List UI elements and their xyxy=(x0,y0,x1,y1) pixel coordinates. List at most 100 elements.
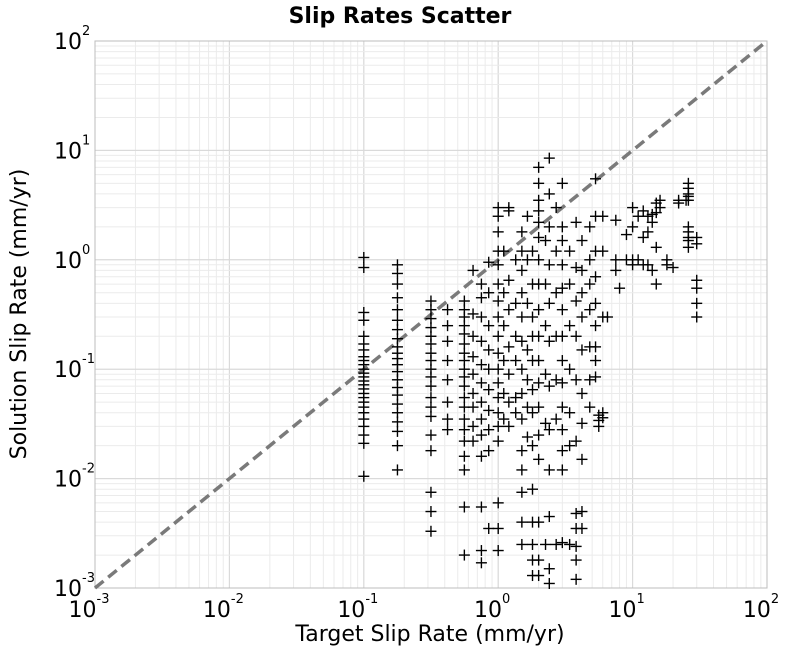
data-point xyxy=(533,453,545,465)
data-point xyxy=(590,320,602,332)
data-point xyxy=(650,278,662,290)
data-point xyxy=(467,308,479,320)
data-point xyxy=(590,297,602,309)
grid xyxy=(94,40,768,589)
data-point xyxy=(503,205,515,217)
data-point xyxy=(391,278,403,290)
data-point xyxy=(543,152,555,164)
data-point xyxy=(358,470,370,482)
data-point xyxy=(654,202,666,214)
data-point xyxy=(543,335,555,347)
data-point xyxy=(682,194,694,206)
data-point xyxy=(516,538,528,550)
data-point xyxy=(543,424,555,436)
data-point xyxy=(458,328,470,340)
data-point xyxy=(492,226,504,238)
data-point xyxy=(516,226,528,238)
data-point xyxy=(556,377,568,389)
data-point xyxy=(610,254,622,266)
data-point xyxy=(527,440,539,452)
data-point xyxy=(475,311,487,323)
data-point xyxy=(458,424,470,436)
data-point xyxy=(597,245,609,257)
data-point xyxy=(614,282,626,294)
data-point xyxy=(543,221,555,233)
data-point xyxy=(458,371,470,383)
data-point xyxy=(516,387,528,399)
data-point xyxy=(425,506,437,518)
data-point xyxy=(556,259,568,271)
data-point xyxy=(492,295,504,307)
data-point xyxy=(521,431,533,443)
data-point xyxy=(516,264,528,276)
data-point xyxy=(475,359,487,371)
data-point xyxy=(543,464,555,476)
data-point xyxy=(570,295,582,307)
data-point xyxy=(533,161,545,173)
data-point xyxy=(543,577,555,589)
data-point xyxy=(467,435,479,447)
data-point xyxy=(601,311,613,323)
data-point xyxy=(516,287,528,299)
data-point xyxy=(442,374,454,386)
data-point xyxy=(556,177,568,189)
data-point xyxy=(492,407,504,419)
data-point xyxy=(492,497,504,509)
data-point xyxy=(543,511,555,523)
data-point xyxy=(570,374,582,386)
data-point xyxy=(556,221,568,233)
data-point xyxy=(503,341,515,353)
data-point xyxy=(682,241,694,253)
data-point xyxy=(550,374,562,386)
data-point xyxy=(492,545,504,557)
data-point xyxy=(521,254,533,266)
data-point xyxy=(570,330,582,342)
data-point xyxy=(521,210,533,222)
data-point xyxy=(550,245,562,257)
data-point xyxy=(533,554,545,566)
data-point xyxy=(475,557,487,569)
data-point xyxy=(458,392,470,404)
data-point xyxy=(425,371,437,383)
data-point xyxy=(498,355,510,367)
data-point xyxy=(527,538,539,550)
data-point xyxy=(632,210,644,222)
data-point xyxy=(527,245,539,257)
data-point xyxy=(584,254,596,266)
data-point xyxy=(425,525,437,537)
data-point xyxy=(425,445,437,457)
data-point xyxy=(564,538,576,550)
data-point xyxy=(510,330,522,342)
data-point xyxy=(503,304,515,316)
data-point xyxy=(458,413,470,425)
data-point xyxy=(691,282,703,294)
data-point xyxy=(576,264,588,276)
data-point xyxy=(533,194,545,206)
data-point xyxy=(442,355,454,367)
data-point xyxy=(492,377,504,389)
data-point xyxy=(576,387,588,399)
data-point xyxy=(516,516,528,528)
data-point xyxy=(442,320,454,332)
data-point xyxy=(620,229,632,241)
data-point xyxy=(475,278,487,290)
data-point xyxy=(584,374,596,386)
data-point xyxy=(527,311,539,323)
data-point xyxy=(492,259,504,271)
data-point xyxy=(527,483,539,495)
data-point xyxy=(475,501,487,513)
data-point xyxy=(492,210,504,222)
data-point xyxy=(597,412,609,424)
data-point xyxy=(543,297,555,309)
data-point xyxy=(584,278,596,290)
data-point xyxy=(691,238,703,250)
data-point xyxy=(556,445,568,457)
data-point xyxy=(458,549,470,561)
data-point xyxy=(564,320,576,332)
x-tick-label: 10-2 xyxy=(203,592,244,623)
data-point xyxy=(475,335,487,347)
data-point xyxy=(576,287,588,299)
data-point xyxy=(391,292,403,304)
data-point xyxy=(492,392,504,404)
